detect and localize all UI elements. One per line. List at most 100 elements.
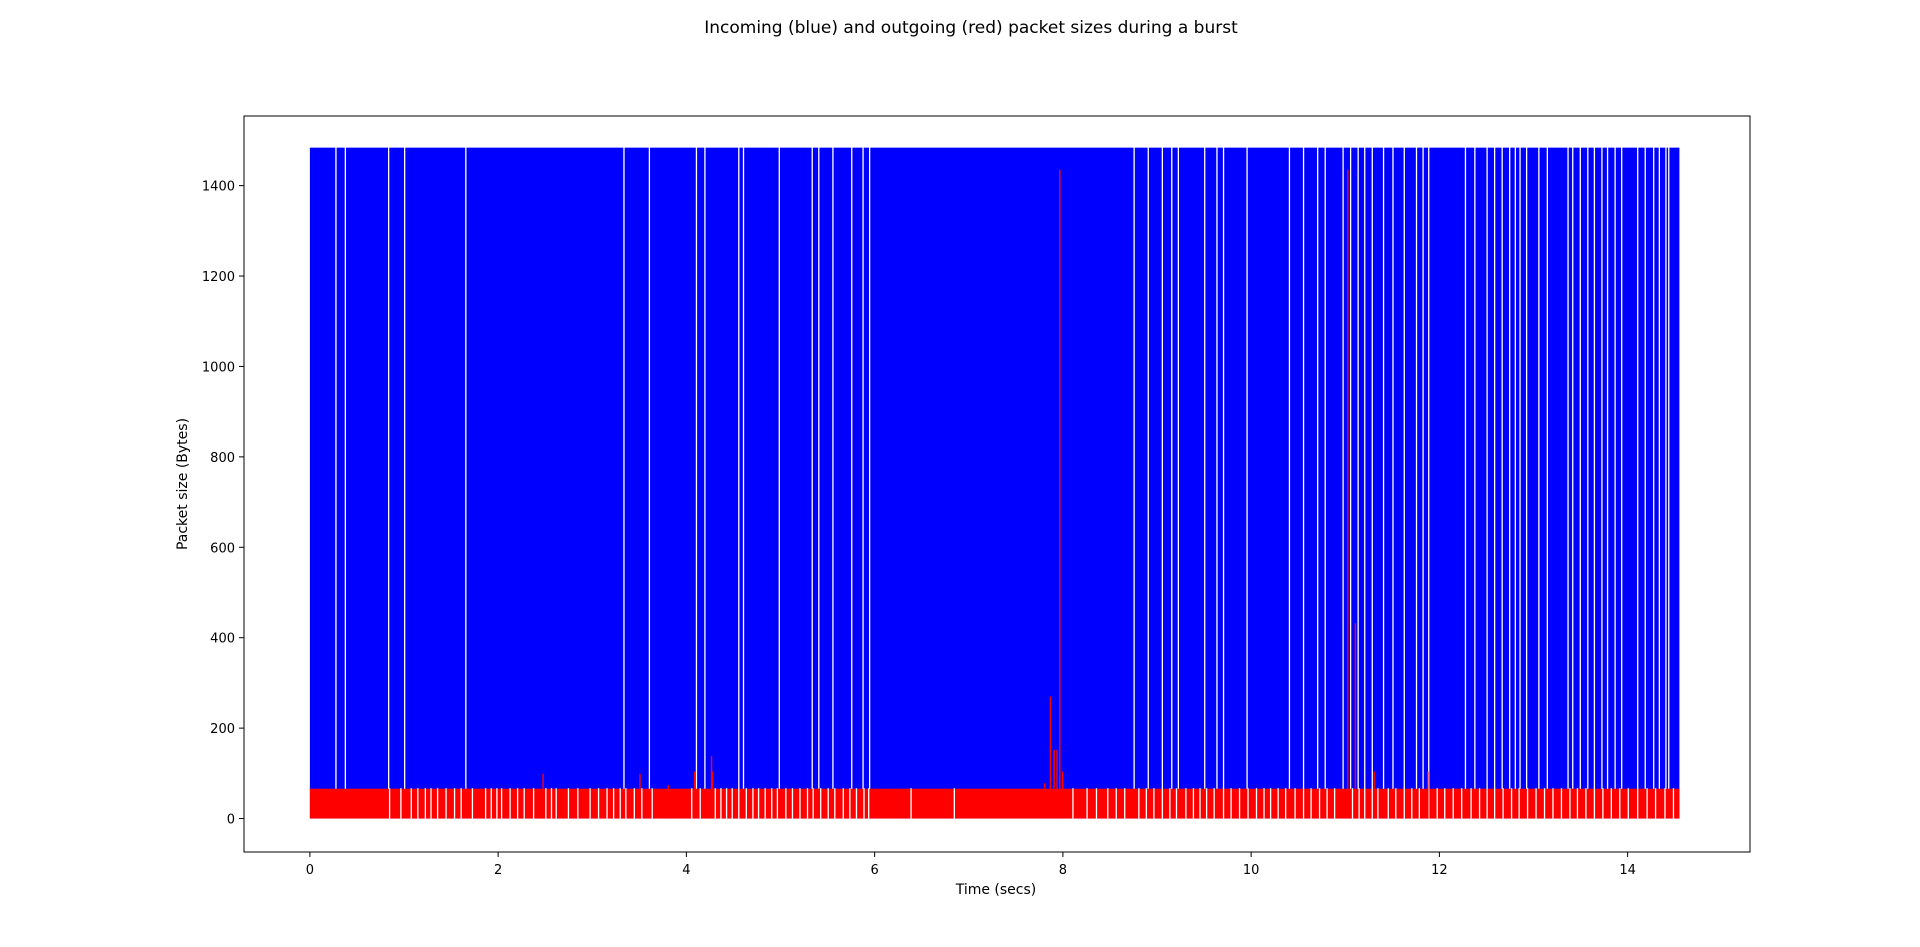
outgoing-gap [400,788,402,819]
outgoing-gap [820,788,822,819]
outgoing-gap [1452,788,1454,819]
outgoing-gap [1535,788,1537,819]
outgoing-gap [460,788,462,819]
incoming-packet-block [309,147,1680,819]
incoming-gap [1593,147,1596,819]
outgoing-gap [1560,788,1563,819]
x-tick-label: 0 [306,863,314,878]
outgoing-gap [691,788,693,819]
outgoing-gap [771,788,773,819]
outgoing-gap [1138,788,1140,819]
outgoing-packet-spike [1354,623,1357,819]
outgoing-gap [1610,788,1612,819]
incoming-gap [1637,147,1639,819]
outgoing-gap [1351,788,1354,819]
incoming-gap [623,147,625,819]
plot-area [309,147,1680,819]
outgoing-gap [1627,788,1629,819]
outgoing-gap [1169,788,1171,819]
outgoing-packet-spike [667,785,669,819]
incoming-gap [704,147,706,819]
incoming-gap [1665,147,1667,819]
outgoing-gap [625,788,627,819]
outgoing-packet-spike [1373,771,1375,819]
outgoing-gap [725,788,728,819]
outgoing-gap [1222,788,1225,819]
outgoing-gap [1510,788,1513,819]
incoming-gap [1364,147,1366,819]
incoming-gap [1567,147,1569,819]
incoming-gap [818,147,820,819]
outgoing-gap [430,788,432,819]
outgoing-packet-spike [1044,783,1046,819]
outgoing-gap [1478,788,1481,819]
outgoing-gap [589,788,591,819]
outgoing-gap [1664,788,1666,819]
outgoing-gap [1387,788,1389,819]
incoming-gap [1538,147,1540,819]
y-tick-label: 0 [227,813,235,828]
incoming-gap [862,147,864,819]
outgoing-gap [1115,788,1117,819]
outgoing-gap [1518,788,1520,819]
outgoing-gap [731,788,733,819]
outgoing-gap [842,788,844,819]
incoming-gap [1519,147,1521,819]
outgoing-gap [1161,788,1164,819]
incoming-gap [1658,147,1660,819]
outgoing-packet-block [309,788,1680,819]
x-tick-label: 12 [1431,863,1448,878]
outgoing-gap [1654,788,1657,819]
outgoing-series [309,169,1680,819]
chart-title: Incoming (blue) and outgoing (red) packe… [704,18,1238,38]
outgoing-gap [1576,788,1579,819]
outgoing-gap [1238,788,1241,819]
outgoing-gap [1552,788,1554,819]
outgoing-gap [1637,788,1639,819]
outgoing-gap [1444,788,1446,819]
outgoing-gap [1569,788,1571,819]
outgoing-gap [516,788,519,819]
outgoing-gap [1107,788,1109,819]
incoming-gap [1653,147,1655,819]
incoming-gap [1606,147,1609,819]
incoming-gap [811,147,813,819]
incoming-gap [1601,147,1603,819]
outgoing-gap [1526,788,1529,819]
outgoing-gap [641,788,643,819]
outgoing-gap [827,788,829,819]
outgoing-gap [799,788,801,819]
incoming-gap [1415,147,1418,819]
incoming-gap [1204,147,1206,819]
incoming-gap [1587,147,1589,819]
outgoing-gap [752,788,754,819]
incoming-gap [1464,147,1467,819]
incoming-gap [695,147,698,819]
outgoing-gap [1175,788,1178,819]
outgoing-packet-spike [1061,771,1064,819]
outgoing-gap [410,788,412,819]
outgoing-gap [849,788,851,819]
incoming-gap [851,147,853,819]
outgoing-packet-spike [1347,169,1349,819]
outgoing-gap [1585,788,1587,819]
outgoing-gap [619,788,621,819]
outgoing-gap [484,788,487,819]
outgoing-gap [1124,788,1126,819]
outgoing-gap [785,788,787,819]
x-axis-label: Time (secs) [955,882,1037,898]
outgoing-gap [597,788,600,819]
x-tick-label: 2 [494,863,502,878]
outgoing-gap [1310,788,1312,819]
incoming-gap [1133,147,1135,819]
incoming-gap [1246,147,1248,819]
outgoing-packet-spike [1056,749,1058,819]
outgoing-gap [834,788,836,819]
x-tick-label: 4 [682,863,690,878]
outgoing-gap [1358,788,1360,819]
x-tick-label: 10 [1243,863,1260,878]
outgoing-gap [1192,788,1195,819]
outgoing-gap [1072,788,1074,819]
outgoing-gap [555,788,557,819]
